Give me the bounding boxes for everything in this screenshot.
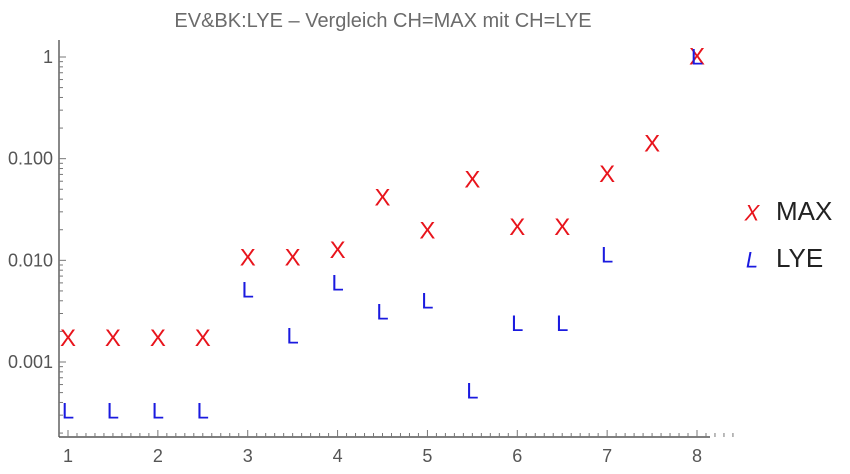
point-lye: L [242,278,254,303]
point-lye: L [421,288,433,313]
point-max: X [554,214,570,241]
point-max: X [644,130,660,157]
point-max: X [105,325,121,352]
point-lye: L [511,311,523,336]
legend: X MAX L LYE [744,196,833,273]
x-tick-label: 5 [422,446,432,466]
point-max: X [374,185,390,212]
x-tick-label: 2 [153,446,163,466]
point-lye: L [287,324,299,349]
x-tick-label: 1 [63,446,73,466]
point-lye: L [556,311,568,336]
point-max: X [150,325,166,352]
point-lye: L [107,398,119,423]
point-max: X [419,217,435,244]
point-lye: L [197,398,209,423]
x-tick-label: 4 [333,446,343,466]
point-lye: L [691,45,703,70]
point-lye: L [152,398,164,423]
x-tick-label: 6 [512,446,522,466]
point-lye: L [466,378,478,403]
y-tick-label: 0.010 [8,250,53,270]
y-tick-label: 0.100 [8,149,53,169]
legend-marker-max: X [744,201,761,226]
point-max: X [285,245,301,272]
point-max: X [689,44,705,71]
y-tick-label: 0.001 [8,352,53,372]
point-max: X [60,325,76,352]
x-tick-label: 3 [243,446,253,466]
x-tick-label: 8 [692,446,702,466]
point-lye: L [331,270,343,295]
point-max: X [464,166,480,193]
legend-label-lye: LYE [776,243,823,273]
point-lye: L [62,398,74,423]
axes: 1 2 3 4 5 6 7 8 1 0.100 0.010 0.001 [8,40,734,466]
y-tick-label: 1 [43,47,53,67]
point-max: X [509,214,525,241]
point-max: X [599,161,615,188]
point-max: X [330,237,346,264]
legend-label-max: MAX [776,196,832,226]
point-lye: L [376,300,388,325]
point-lye: L [601,242,613,267]
point-max: X [195,325,211,352]
chart-title: EV&BK:LYE – Vergleich CH=MAX mit CH=LYE [174,10,591,32]
x-tick-label: 7 [602,446,612,466]
point-max: X [240,245,256,272]
legend-marker-lye: L [746,248,758,273]
